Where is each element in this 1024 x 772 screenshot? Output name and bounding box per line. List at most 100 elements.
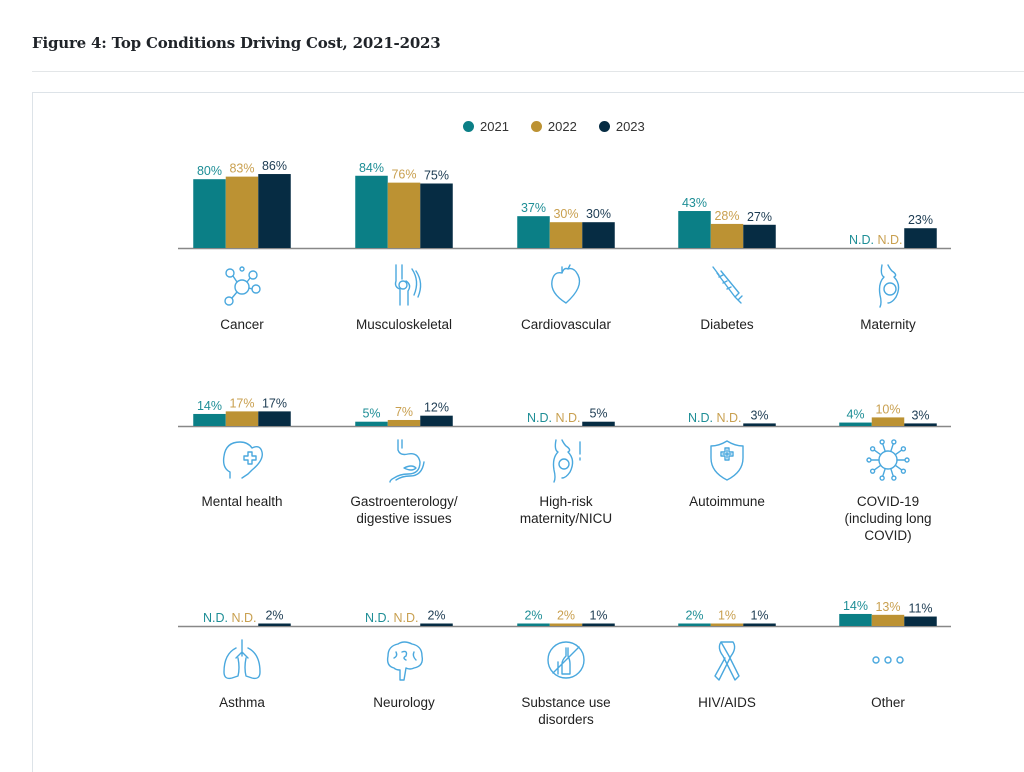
bar-2023	[258, 623, 291, 626]
category-label: Asthma	[219, 695, 265, 710]
not-disclosed-label: N.D.	[527, 411, 552, 425]
data-label: 17%	[229, 396, 254, 410]
not-disclosed-label: N.D.	[556, 411, 581, 425]
category-label: COVID-19 (including long COVID)	[844, 494, 932, 543]
data-label: 7%	[395, 405, 413, 419]
category-label: Diabetes	[700, 317, 754, 332]
legend-label-2021: 2021	[480, 119, 509, 134]
category-label: Mental health	[201, 494, 283, 509]
knee-joint-icon	[394, 264, 422, 306]
bar-2021	[839, 422, 872, 426]
data-label: 28%	[714, 209, 739, 223]
bar-2023	[420, 415, 453, 426]
bar-2023	[743, 224, 776, 248]
lungs-icon	[223, 639, 261, 680]
bar-2023	[420, 183, 453, 248]
bar-2023	[258, 411, 291, 426]
category-label: Musculoskeletal	[355, 317, 453, 332]
data-label: 2%	[685, 609, 703, 623]
category-label: Other	[871, 695, 905, 710]
category-label: Autoimmune	[689, 494, 765, 509]
bar-2022	[710, 623, 744, 626]
bar-2022	[710, 223, 744, 248]
bar-2021	[193, 179, 226, 248]
bar-2023	[420, 623, 453, 626]
data-label: 2%	[524, 609, 542, 623]
legend-swatch-2021	[463, 121, 474, 132]
bar-2022	[387, 419, 421, 426]
chart-legend: 2021 2022 2023	[463, 119, 645, 134]
data-label: 2%	[427, 609, 445, 623]
bar-2023	[904, 228, 937, 248]
legend-item-2021: 2021	[463, 119, 509, 134]
data-label: 23%	[908, 213, 933, 227]
not-disclosed-label: N.D.	[203, 611, 228, 625]
data-label: 12%	[424, 401, 449, 415]
not-disclosed-label: N.D.	[717, 411, 742, 425]
bar-2021	[193, 413, 226, 426]
bar-2023	[743, 423, 776, 426]
data-label: 43%	[682, 196, 707, 210]
data-label: 80%	[197, 164, 222, 178]
bar-2021	[517, 623, 550, 626]
bar-2023	[582, 222, 615, 248]
bar-2023	[582, 623, 615, 626]
data-label: 76%	[391, 168, 416, 182]
bar-2023	[258, 174, 291, 248]
bar-2022	[225, 176, 259, 248]
category-label: Substance use disorders	[521, 695, 611, 727]
bar-2021	[517, 216, 550, 248]
head-heart-icon	[222, 441, 263, 479]
virus-icon	[866, 439, 910, 481]
legend-label-2023: 2023	[615, 119, 645, 134]
chart-panel	[32, 92, 1024, 772]
legend-item-2023: 2023	[598, 119, 645, 134]
data-label: 2%	[265, 609, 283, 623]
data-label: 1%	[718, 609, 736, 623]
heart-icon	[551, 264, 581, 304]
data-label: 17%	[262, 396, 287, 410]
data-label: 5%	[362, 407, 380, 421]
not-disclosed-label: N.D.	[394, 611, 419, 625]
category-label: Neurology	[373, 695, 435, 710]
bar-2022	[225, 411, 259, 426]
bar-2022	[549, 222, 583, 248]
legend-swatch-2022	[530, 121, 542, 132]
data-label: 75%	[424, 169, 449, 183]
bar-2022	[871, 614, 905, 626]
category-label: High-risk maternity/NICU	[519, 494, 613, 526]
bar-2022	[871, 417, 905, 426]
data-label: 3%	[911, 408, 929, 422]
data-label: 1%	[750, 609, 768, 623]
ellipsis-icon	[872, 656, 904, 664]
data-label: 14%	[197, 399, 222, 413]
bar-2021	[839, 613, 872, 626]
bar-2022	[549, 623, 583, 626]
bar-chart: 80% 83% 86% 84% 76% 75% 37% 30% 30% 43% 28% 27% N.D.…	[178, 159, 951, 681]
data-label: 5%	[589, 407, 607, 421]
title-divider	[32, 71, 1024, 72]
not-disclosed-label: N.D.	[849, 233, 874, 247]
no-alcohol-icon	[547, 641, 585, 679]
data-label: 84%	[359, 161, 384, 175]
data-label: 30%	[553, 207, 578, 221]
data-label: 2%	[557, 609, 575, 623]
bar-2022	[387, 182, 421, 248]
bar-2023	[743, 623, 776, 626]
bar-2023	[904, 423, 937, 426]
ribbon-icon	[714, 641, 740, 681]
syringe-icon	[712, 266, 743, 304]
data-label: 10%	[875, 402, 900, 416]
legend-swatch-2023	[598, 121, 610, 132]
bar-2021	[355, 421, 388, 426]
bar-2021	[355, 175, 388, 248]
category-label: Cardiovascular	[520, 317, 612, 332]
brain-icon	[386, 641, 424, 681]
not-disclosed-label: N.D.	[688, 411, 713, 425]
bar-2021	[678, 623, 711, 626]
bar-2021	[678, 211, 711, 248]
data-label: 11%	[908, 602, 932, 616]
legend-label-2022: 2022	[547, 119, 577, 134]
data-label: 86%	[262, 159, 287, 173]
not-disclosed-label: N.D.	[232, 611, 257, 625]
